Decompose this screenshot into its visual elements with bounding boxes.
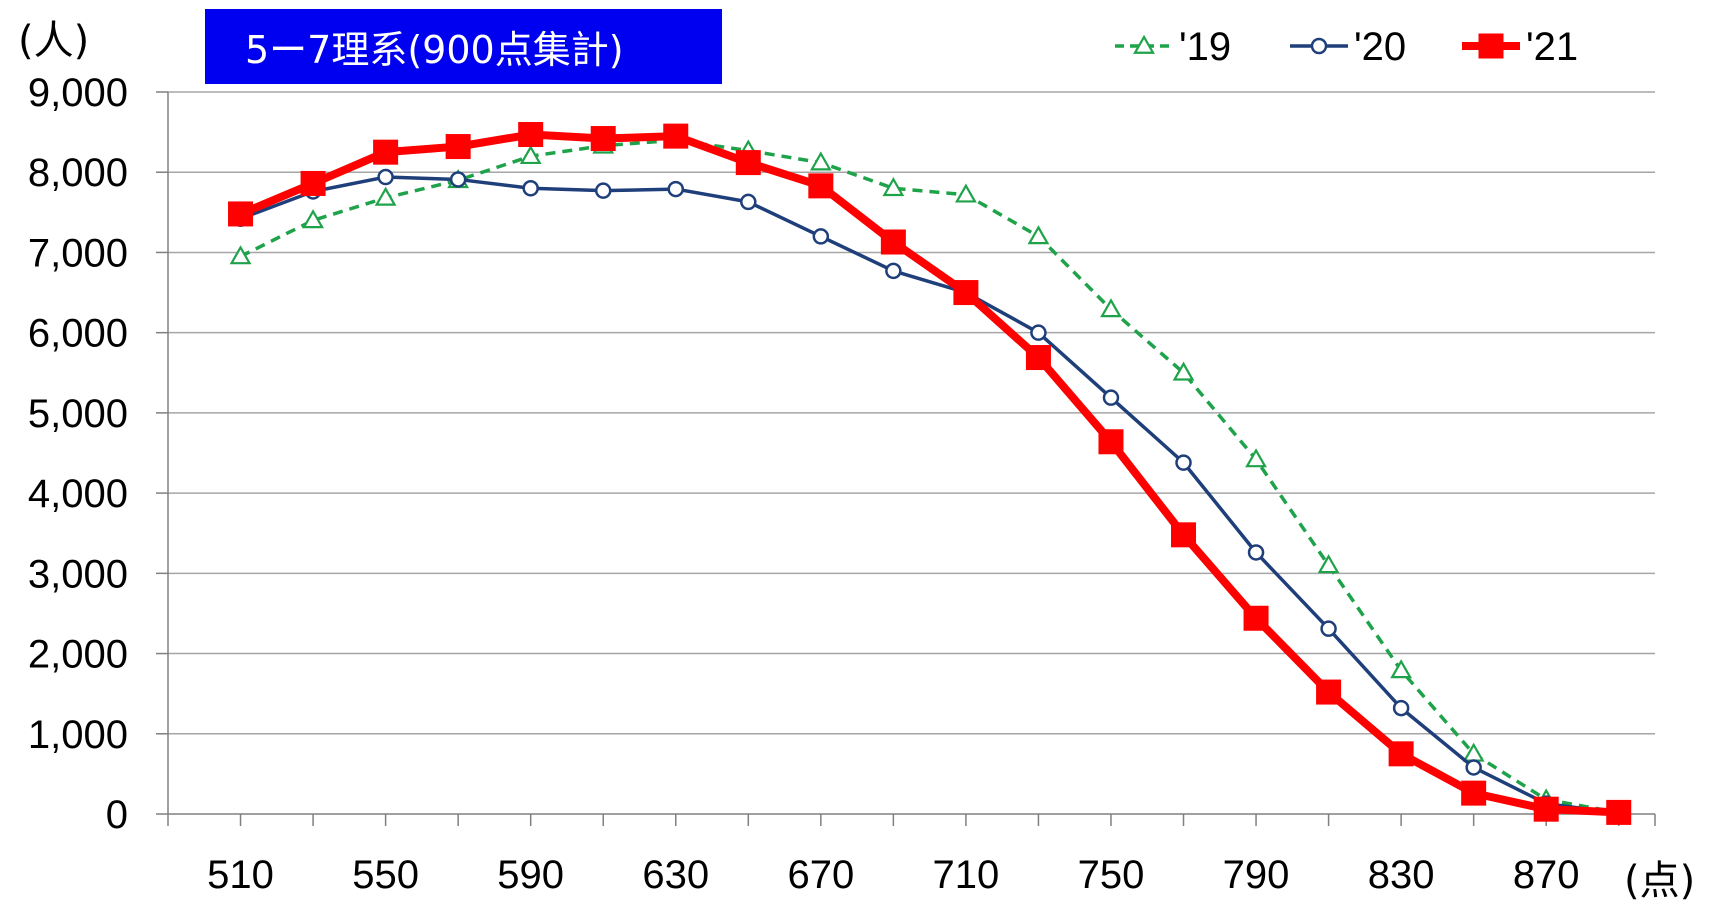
series-s19 (229, 128, 1630, 821)
data-point (445, 134, 471, 160)
legend-swatch-marker (1310, 37, 1328, 55)
legend-label: '20 (1354, 25, 1406, 69)
data-point (1316, 679, 1342, 705)
chart-title: 5ー7理系(900点集計) (205, 9, 722, 84)
data-point (1027, 225, 1050, 245)
legend-item-s21: '21 (1462, 25, 1578, 69)
tick-labels: 0 1,000 2,000 3,000 4,000 5,000 6,000 7,000 8,00… (28, 71, 1580, 896)
data-point (885, 262, 902, 280)
data-point (882, 177, 905, 197)
data-point (880, 229, 906, 255)
data-point (519, 144, 542, 165)
y-tick-label: 4,000 (28, 472, 128, 516)
axes (156, 91, 1656, 826)
data-point (1098, 429, 1124, 455)
series-line-s20 (239, 175, 1619, 815)
data-point (1102, 389, 1120, 406)
x-tick-label: 630 (642, 853, 709, 896)
series-group (228, 122, 1632, 825)
data-point (1390, 659, 1413, 679)
data-point (449, 171, 467, 188)
data-point (953, 280, 979, 306)
x-tick-label: 550 (352, 853, 419, 896)
legend-label: '21 (1526, 25, 1578, 69)
legend: '19 '20 '21 (1115, 25, 1578, 69)
y-tick-label: 8,000 (28, 151, 128, 195)
data-point (955, 183, 977, 203)
data-point (1243, 605, 1269, 631)
data-point (1175, 454, 1192, 471)
data-point (663, 123, 689, 149)
y-tick-label: 6,000 (28, 312, 128, 356)
legend-swatch-marker (1478, 33, 1504, 59)
data-point (1025, 345, 1051, 371)
data-point (1606, 799, 1632, 825)
data-point (229, 245, 252, 265)
y-axis-unit: (人) (18, 18, 90, 64)
legend-item-s19: '19 (1115, 25, 1231, 69)
y-tick-label: 5,000 (28, 392, 128, 436)
data-point (808, 173, 834, 199)
data-point (374, 186, 397, 206)
legend-item-s20: '20 (1290, 25, 1406, 69)
legend-label: '19 (1179, 25, 1231, 69)
data-point (518, 122, 544, 148)
data-point (1172, 361, 1195, 381)
data-point (302, 209, 324, 229)
data-point (594, 182, 612, 199)
data-point (300, 170, 326, 196)
data-point (1317, 554, 1340, 574)
y-tick-label: 2,000 (28, 633, 128, 677)
y-tick-label: 1,000 (28, 713, 128, 757)
data-point (1533, 796, 1559, 822)
data-point (228, 201, 254, 227)
y-tick-label: 3,000 (28, 552, 128, 596)
x-tick-label: 510 (207, 853, 274, 896)
x-tick-label: 590 (497, 853, 564, 896)
data-point (1100, 298, 1122, 318)
series-line-s21 (238, 130, 1619, 817)
data-point (1245, 448, 1267, 468)
data-point (590, 126, 616, 152)
data-point (1392, 699, 1410, 717)
data-point (1461, 780, 1487, 806)
data-point (377, 168, 394, 186)
x-tick-label: 710 (933, 853, 1000, 896)
data-point (740, 193, 757, 211)
data-point (1465, 759, 1482, 776)
data-point (522, 180, 539, 197)
data-point (1320, 620, 1337, 637)
x-tick-label: 870 (1513, 853, 1580, 896)
y-tick-label: 9,000 (28, 71, 128, 115)
data-point (1030, 324, 1047, 341)
data-point (1247, 544, 1265, 561)
y-tick-label: 0 (106, 793, 128, 837)
series-line-s19 (239, 138, 1620, 815)
data-point (735, 150, 761, 176)
series-s21 (228, 122, 1632, 825)
legend-swatch-marker (1133, 34, 1155, 54)
grid-lines (168, 91, 1655, 735)
x-tick-label: 790 (1223, 853, 1290, 896)
x-tick-label: 750 (1078, 853, 1145, 896)
data-point (1388, 741, 1414, 767)
data-point (812, 228, 830, 245)
y-tick-label: 7,000 (28, 231, 128, 275)
x-tick-label: 830 (1368, 853, 1435, 896)
data-point (373, 139, 399, 165)
data-point (1171, 522, 1197, 548)
x-tick-label: 670 (787, 853, 854, 896)
data-point (667, 180, 685, 198)
data-point (809, 151, 832, 171)
